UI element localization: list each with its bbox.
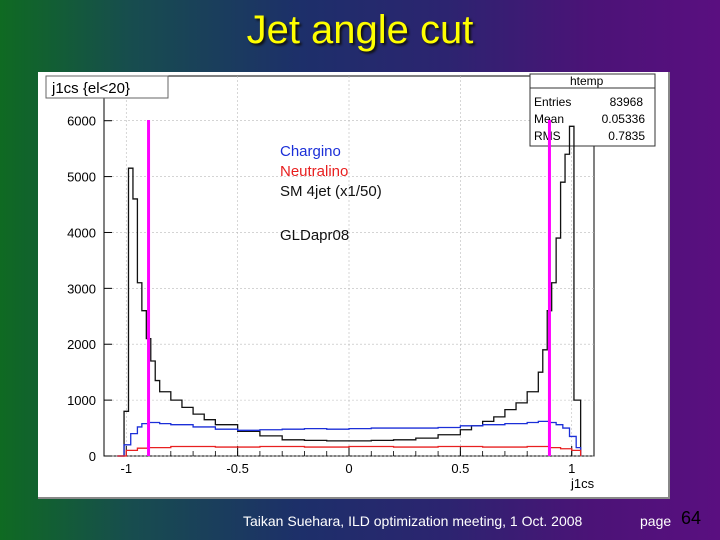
- x-axis-label: j1cs: [570, 476, 595, 491]
- slide-title: Jet angle cut: [246, 8, 474, 52]
- stats-rms-label: RMS: [534, 129, 561, 143]
- y-tick-label: 0: [89, 449, 96, 464]
- y-tick-label: 1000: [67, 393, 96, 408]
- page-label: page: [640, 513, 672, 529]
- stats-box: htemp Entries 83968 Mean 0.05336 RMS 0.7…: [529, 73, 656, 147]
- x-tick-label: -0.5: [226, 461, 248, 476]
- y-tick-label: 3000: [67, 281, 96, 296]
- legend-gldapr08: GLDapr08: [280, 227, 349, 244]
- histogram-chart: j1cs {el<20} htemp Entries 83968 Mean 0.…: [45, 73, 656, 491]
- stats-rms-value: 0.7835: [608, 129, 645, 143]
- chart-title-box: [45, 75, 169, 99]
- chart-title: j1cs {el<20}: [51, 80, 130, 97]
- legend-sm4jet: SM 4jet (x1/50): [280, 183, 382, 200]
- legend-neutralino: Neutralino: [280, 163, 348, 180]
- x-tick-label: 0.5: [451, 461, 469, 476]
- stats-entries-label: Entries: [534, 95, 571, 109]
- footer-text: Taikan Suehara, ILD optimization meeting…: [243, 513, 583, 529]
- page-number: 64: [681, 508, 702, 528]
- x-tick-label: 1: [568, 461, 575, 476]
- y-tick-label: 5000: [67, 170, 96, 185]
- x-tick-label: 0: [345, 461, 352, 476]
- stats-mean-label: Mean: [534, 112, 564, 126]
- y-tick-label: 2000: [67, 337, 96, 352]
- stats-name: htemp: [570, 74, 604, 88]
- plot-canvas: j1cs {el<20} htemp Entries 83968 Mean 0.…: [38, 72, 670, 499]
- stats-entries-value: 83968: [610, 95, 644, 109]
- y-tick-label: 4000: [67, 225, 96, 240]
- legend-chargino: Chargino: [280, 143, 341, 160]
- y-tick-label: 6000: [67, 114, 96, 129]
- x-tick-label: -1: [120, 461, 132, 476]
- stats-mean-value: 0.05336: [602, 112, 646, 126]
